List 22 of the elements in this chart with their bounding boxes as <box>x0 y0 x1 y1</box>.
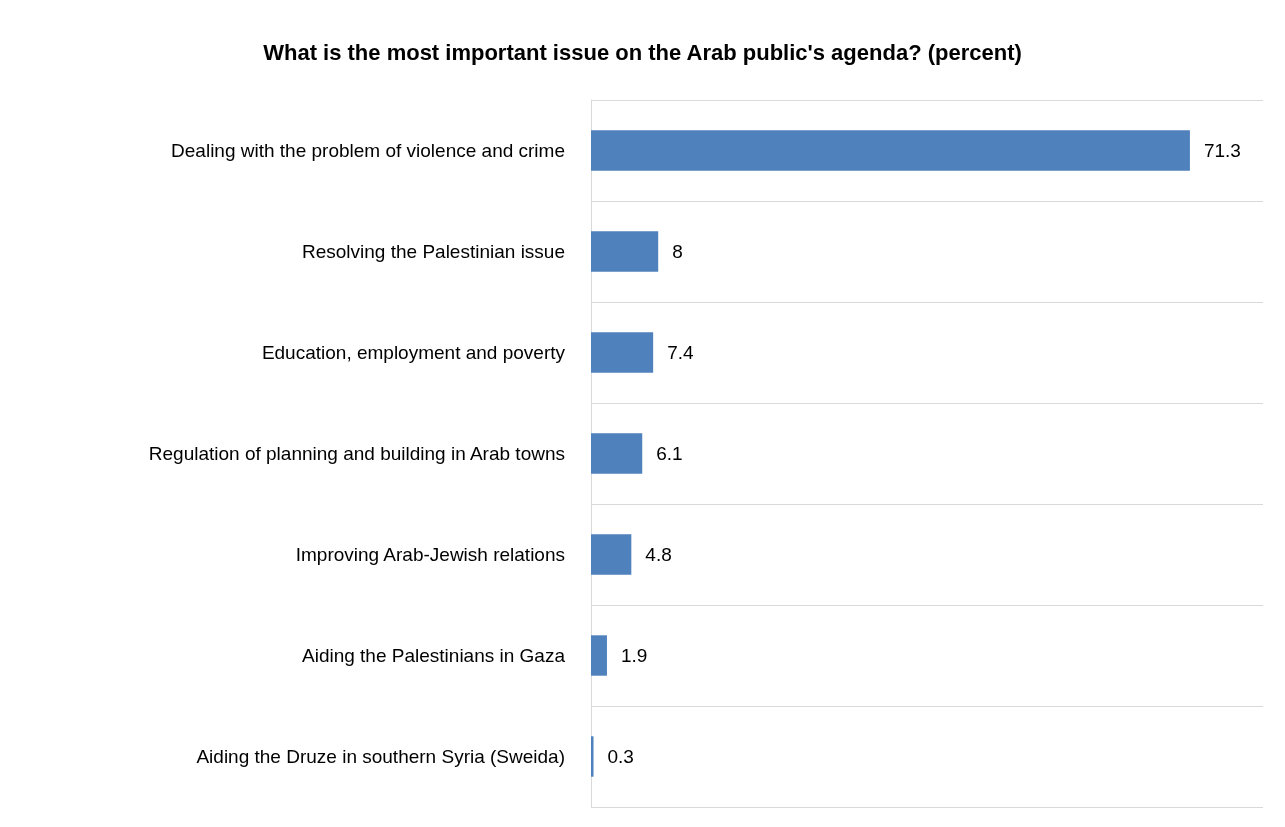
chart-title: What is the most important issue on the Arab public's agenda? (percent) <box>263 39 1022 65</box>
data-label: 0.3 <box>607 746 634 767</box>
y-tick-label: Resolving the Palestinian issue <box>302 241 565 262</box>
y-tick-label: Aiding the Palestinians in Gaza <box>302 645 566 666</box>
data-label: 8 <box>672 241 683 262</box>
bar <box>591 534 632 575</box>
y-tick-label: Aiding the Druze in southern Syria (Sweida) <box>196 746 565 767</box>
data-label: 1.9 <box>620 645 648 666</box>
bar <box>591 332 654 373</box>
y-tick-label: Education, employment and poverty <box>261 342 566 363</box>
y-tick-label: Improving Arab-Jewish relations <box>295 544 565 565</box>
data-label: 7.4 <box>667 342 695 363</box>
bar <box>591 130 1190 171</box>
data-label: 71.3 <box>1203 140 1241 161</box>
data-label: 6.1 <box>656 443 683 464</box>
y-tick-label: Dealing with the problem of violence and crime <box>171 140 565 161</box>
bar <box>591 635 607 676</box>
data-label: 4.8 <box>645 544 672 565</box>
bar <box>591 433 643 474</box>
y-tick-label: Regulation of planning and building in Arab towns <box>148 443 565 464</box>
bar <box>591 231 659 272</box>
bar <box>591 736 594 777</box>
